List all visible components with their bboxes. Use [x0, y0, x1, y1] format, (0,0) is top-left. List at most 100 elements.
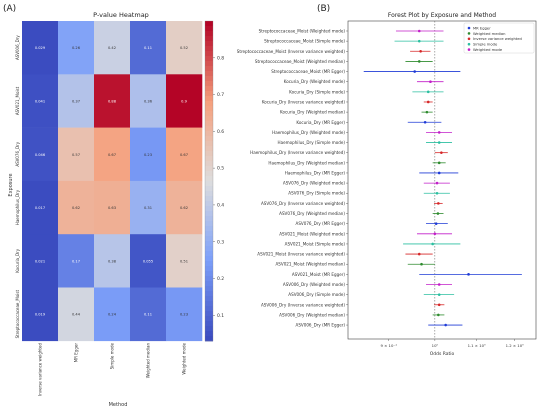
colorbar-segment [205, 36, 213, 42]
heatmap-row-label: ASV076_Dry [15, 141, 20, 166]
colorbar-segment [205, 316, 213, 322]
colorbar-tick-label: 0.2 [217, 276, 224, 282]
point-estimate [425, 110, 429, 114]
colorbar-segment [205, 46, 213, 52]
heatmap-cell [58, 234, 95, 288]
colorbar-segment [205, 241, 213, 247]
heatmap-cell-label: 0.62 [72, 206, 80, 210]
heatmap-cell [58, 287, 95, 342]
colorbar-tick-label: 0.7 [217, 92, 224, 98]
colorbar-segment [205, 86, 213, 92]
heatmap-cell-label: 0.029 [35, 46, 46, 50]
heatmap-cell [94, 234, 131, 288]
heatmap-cell [166, 234, 203, 288]
colorbar-segment [205, 21, 213, 27]
point-estimate [431, 242, 434, 246]
colorbar-segment [205, 321, 213, 327]
point-estimate [435, 191, 439, 195]
heatmap-cell-label: 0.11 [144, 46, 152, 50]
point-estimate [426, 100, 430, 104]
colorbar-segment [205, 226, 213, 232]
heatmap-cell-label: 0.9 [181, 99, 187, 103]
colorbar-segment [205, 61, 213, 67]
colorbar-tick-label: 0.4 [217, 203, 224, 209]
point-estimate [417, 29, 421, 33]
x-tick-label: 10⁰ [432, 343, 439, 348]
x-tick-label: 1.1 × 10⁰ [468, 343, 486, 348]
forest-row-label: Haemophilus_Dry (Simple mode) [278, 140, 346, 145]
heatmap-cell-label: 0.38 [108, 259, 117, 263]
heatmap-cell-label: 0.52 [180, 46, 188, 50]
forest-row-label: Streptococcaceae_Moist (Weighted median) [255, 59, 345, 64]
heatmap-cell-label: 0.88 [108, 99, 117, 103]
colorbar-segment [205, 286, 213, 292]
heatmap-cell [22, 234, 59, 288]
colorbar-segment [205, 111, 213, 117]
heatmap-cell [58, 127, 95, 182]
forest-row-label: Haemophilus_Dry (Weighted median) [268, 160, 345, 165]
heatmap-ylabel: Exposure [8, 173, 14, 196]
point-estimate [437, 171, 441, 175]
forest-row-label: Streptococcaceae_Moist (Simple mode) [264, 39, 345, 44]
heatmap-row-label: Streptococcaceae_Moist [15, 290, 20, 339]
heatmap-cell-label: 0.62 [180, 206, 188, 210]
heatmap-row-label: ASV006_Dry [15, 35, 20, 60]
colorbar-segment [205, 236, 213, 242]
colorbar-segment [205, 326, 213, 332]
forest-row-label: Streptococcaceae_Moist (MR Egger) [271, 69, 345, 74]
heatmap-cell [130, 21, 167, 75]
colorbar-segment [205, 261, 213, 267]
heatmap-cell-label: 0.17 [72, 259, 80, 263]
heatmap-cell-label: 0.51 [180, 259, 188, 263]
forest-row-label: Streptococcaceae_Moist (Inverse variance… [237, 49, 346, 54]
forest-row-label: ASV006_Dry (Simple mode) [288, 292, 345, 297]
colorbar-segment [205, 281, 213, 287]
heatmap-panel: P-value Heatmap Exposure Method 0.029 0.2… [8, 11, 224, 408]
panel-b-label: (B) [317, 4, 330, 14]
legend-label: Weighted mode [473, 48, 503, 52]
colorbar-segment [205, 246, 213, 252]
heatmap-cell-label: 0.046 [35, 153, 46, 157]
heatmap-col-label: Simple mode [110, 342, 115, 369]
colorbar-segment [205, 96, 213, 102]
point-estimate [436, 212, 440, 215]
heatmap-title: P-value Heatmap [93, 11, 149, 19]
forest-row-label: ASV021_Moist (Inverse variance weighted) [257, 252, 345, 257]
legend-marker [467, 26, 471, 30]
colorbar-segment [205, 311, 213, 317]
point-estimate [434, 222, 438, 225]
heatmap-cell [94, 127, 131, 182]
heatmap-cell [94, 287, 131, 342]
forest-row-label: Haemophilus_Dry (Weighted mode) [272, 130, 345, 135]
point-estimate [429, 80, 432, 83]
colorbar-segment [205, 266, 213, 272]
colorbar-segment [205, 191, 213, 197]
colorbar-segment [205, 106, 213, 112]
heatmap-cell-label: 0.019 [35, 313, 46, 317]
heatmap-cell-label: 0.44 [72, 313, 81, 317]
colorbar-segment [205, 271, 213, 277]
point-estimate [417, 39, 421, 43]
heatmap-cell-label: 0.31 [144, 206, 152, 210]
colorbar-segment [205, 131, 213, 137]
heatmap-cell-label: 0.23 [180, 313, 188, 317]
colorbar-segment [205, 66, 213, 72]
heatmap-cell-label: 0.23 [144, 153, 152, 157]
point-estimate [467, 273, 470, 276]
point-estimate [435, 181, 439, 185]
colorbar-tick-label: 0.5 [217, 166, 224, 172]
heatmap-cell [166, 74, 203, 128]
legend-box [463, 22, 535, 54]
colorbar-tick-label: 0.8 [217, 55, 224, 61]
colorbar-segment [205, 41, 213, 47]
colorbar-segment [205, 181, 213, 187]
point-estimate [437, 303, 441, 307]
colorbar-segment [205, 211, 213, 217]
legend-marker [467, 48, 471, 51]
forest-row-label: ASV021_Moist (Weighted mode) [279, 231, 345, 236]
heatmap-cell [22, 74, 59, 128]
legend-label: Weighted median [473, 32, 506, 36]
heatmap-cell [130, 127, 167, 182]
heatmap-cell [94, 21, 131, 75]
